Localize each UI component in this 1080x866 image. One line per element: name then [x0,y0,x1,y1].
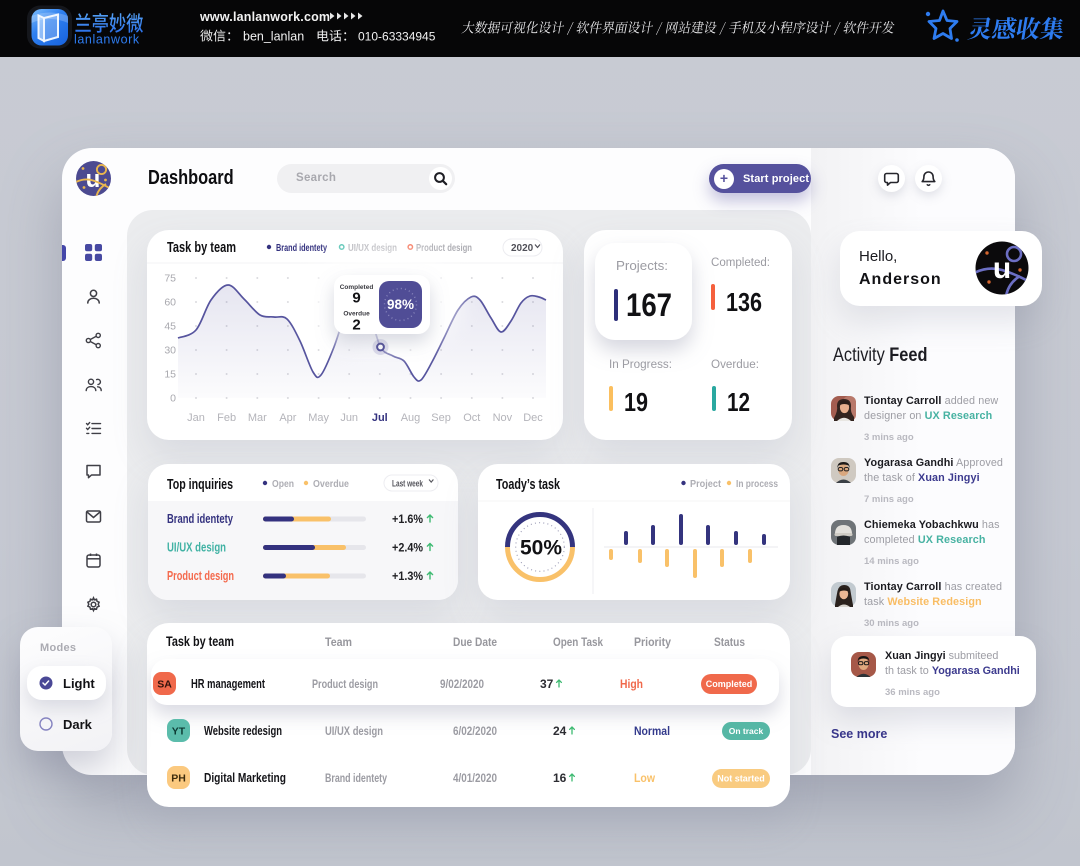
svg-text:In process: In process [736,479,778,490]
svg-text:Projects:: Projects: [616,259,668,273]
svg-text:lanlanwork: lanlanwork [74,33,140,47]
svg-text:Overdue: Overdue [343,311,370,318]
svg-text:Overdue:: Overdue: [711,359,759,371]
svg-text:2: 2 [352,317,360,334]
svg-text:Open: Open [272,479,294,490]
svg-text:UI/UX design: UI/UX design [325,724,383,738]
svg-text:On track: On track [729,726,764,736]
svg-text:Product design: Product design [416,242,472,254]
svg-text:Team: Team [325,635,352,649]
svg-text:Sep: Sep [431,412,451,424]
svg-text:Normal: Normal [634,724,670,738]
svg-text:Top inquiries: Top inquiries [167,477,233,493]
svg-text:Aug: Aug [401,412,421,424]
svg-text:YT: YT [172,726,186,738]
svg-text:Last week: Last week [392,479,423,490]
svg-text:Brand identety: Brand identety [276,242,327,254]
svg-text:Product design: Product design [312,677,378,691]
svg-text:Status: Status [714,635,745,649]
svg-text:Brand identety: Brand identety [325,771,387,785]
svg-text:Digital Marketing: Digital Marketing [204,771,286,785]
svg-text:50%: 50% [520,537,562,560]
svg-text:60: 60 [164,297,176,309]
svg-text:Due Date: Due Date [453,635,497,649]
svg-text:Jun: Jun [340,412,358,424]
svg-text:Project: Project [690,479,722,490]
svg-text:Task by team: Task by team [166,634,234,649]
svg-text:Jan: Jan [187,412,205,424]
svg-text:010-63334945: 010-63334945 [358,30,436,44]
svg-text:u: u [86,166,101,193]
svg-text:Priority: Priority [634,635,671,649]
svg-text:www.lanlanwork.com: www.lanlanwork.com [199,10,330,24]
svg-text:98%: 98% [387,297,414,312]
svg-text:Completed: Completed [340,284,374,291]
svg-text:6/02/2020: 6/02/2020 [453,724,497,738]
svg-text:167: 167 [626,287,672,323]
svg-text:4/01/2020: 4/01/2020 [453,771,497,785]
svg-text:37: 37 [540,677,554,691]
svg-text:Overdue: Overdue [313,479,349,490]
svg-text:0: 0 [170,393,176,405]
svg-text:Open Task: Open Task [553,635,603,649]
svg-text:45: 45 [164,321,176,333]
svg-text:High: High [620,677,643,691]
svg-text:HR management: HR management [191,677,266,691]
svg-text:75: 75 [164,273,176,285]
svg-text:Nov: Nov [493,412,513,424]
svg-text:136: 136 [726,287,762,317]
svg-text:+1.3%: +1.3% [392,569,423,583]
svg-text:ben_lanlan: ben_lanlan [243,30,304,44]
svg-text:Website redesign: Website redesign [204,724,282,738]
svg-text:Dec: Dec [523,412,543,424]
svg-text:16: 16 [553,771,567,785]
svg-text:9: 9 [352,290,360,307]
svg-text:Product design: Product design [167,569,234,583]
svg-text:24: 24 [553,724,567,738]
svg-text:2020: 2020 [511,243,534,254]
svg-text:+1.6%: +1.6% [392,512,423,526]
svg-text:Completed: Completed [706,679,753,689]
svg-text:In Progress:: In Progress: [609,359,672,371]
svg-text:May: May [308,412,329,424]
svg-text:+2.4%: +2.4% [392,541,423,555]
svg-text:Jul: Jul [372,412,388,424]
svg-text:9/02/2020: 9/02/2020 [440,677,484,691]
svg-text:Apr: Apr [279,412,296,424]
svg-text:19: 19 [624,387,648,417]
svg-text:u: u [993,252,1011,285]
svg-text:SA: SA [157,679,172,691]
svg-text:Low: Low [634,771,656,785]
svg-text:15: 15 [164,369,176,381]
svg-text:PH: PH [171,773,186,785]
svg-text:12: 12 [727,387,750,417]
svg-text:Feb: Feb [217,412,236,424]
svg-text:30: 30 [164,345,176,357]
svg-text:Not started: Not started [717,774,765,784]
svg-text:Mar: Mar [248,412,267,424]
svg-text:Toady’s task: Toady’s task [496,477,561,493]
svg-text:Oct: Oct [463,412,480,424]
svg-text:Task by team: Task by team [167,240,236,256]
svg-text:Brand identety: Brand identety [167,512,233,526]
svg-text:UI/UX design: UI/UX design [167,541,226,555]
svg-text:Completed:: Completed: [711,257,770,269]
